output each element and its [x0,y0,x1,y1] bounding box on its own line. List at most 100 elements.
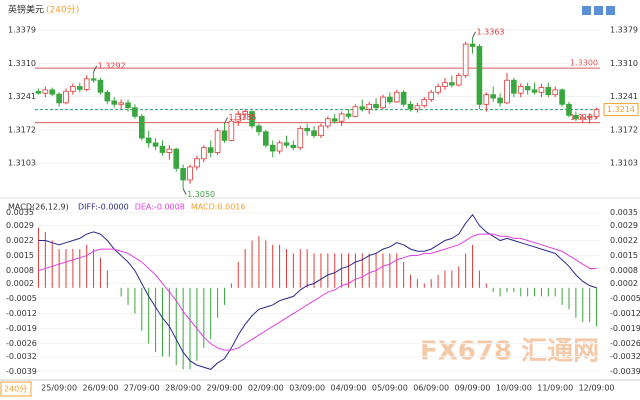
candle-body [428,91,435,100]
y-tick-label: 1.3172 [610,125,638,134]
candle-body [338,113,345,122]
candle-body [331,118,338,122]
candle-body [545,87,552,96]
price-line-label: 1.3300 [570,59,598,68]
candle-body [504,79,510,104]
candle-body [125,102,131,109]
candle-body [138,115,145,139]
y-tick-label: 0.0029 [6,221,34,230]
candle-body [421,99,428,107]
x-tick-label: 12/09:00 [579,384,615,393]
legend-entry: DIFF:-0.0000 [78,203,129,212]
candle-body [256,125,262,133]
price-box-label: 1.3214 [607,105,635,114]
candle-body [63,90,69,104]
candle-body [145,137,152,144]
y-tick-label: -0.0032 [610,352,640,361]
period-button-label[interactable]: 240分 [4,385,27,394]
candle-body [104,91,111,102]
candle-body [76,86,83,90]
candle-body [263,131,269,146]
candle-body [476,46,483,105]
chart-title: 英镑美元 [8,4,44,16]
candle-body [407,103,414,110]
candle-body [228,120,235,141]
annotation-leader [472,31,476,39]
candle-body [166,148,173,153]
y-tick-label: 0.0035 [6,208,34,217]
x-tick-label: 27/09:00 [124,384,160,393]
candle-body [132,107,138,117]
y-tick-label: -0.0039 [610,367,640,376]
candle-body [380,96,386,109]
candle-body [269,144,276,152]
x-tick-label: 29/09:00 [207,384,243,393]
candle-body [566,103,572,116]
toolbar-icons [582,6,615,15]
icon[interactable] [606,6,615,15]
candle-body [35,90,42,94]
candle-body [469,43,476,47]
candle-body [455,75,462,86]
y-tick-label: 1.3103 [610,159,638,168]
candle-body [345,113,352,117]
candle-body [283,142,290,146]
y-tick-label: 0.0002 [610,279,638,288]
y-tick-label: 0.0015 [6,251,34,260]
x-tick-label: 05/09:00 [372,384,408,393]
y-tick-label: 1.3379 [8,26,36,35]
annotation-leader [224,117,228,124]
candle-body [511,79,517,94]
candle-body [373,103,379,109]
candle-body [400,91,407,105]
x-tick-label: 06/09:00 [413,384,449,393]
y-tick-label: 1.3172 [8,125,36,134]
icon[interactable] [594,6,603,15]
y-tick-label: 0.0015 [610,251,638,260]
candle-body [180,167,186,181]
chart-subtitle: (240分) [46,5,79,16]
candle-body [311,130,317,137]
x-tick-label: 09/09:00 [455,384,491,393]
candle-body [173,148,180,169]
candle-body [366,103,372,110]
y-tick-label: 0.0008 [610,266,638,275]
candle-body [297,128,304,149]
price-box [603,103,639,117]
period-button[interactable] [0,381,32,397]
x-tick-label: 28/09:00 [165,384,201,393]
y-tick-label: -0.0039 [6,367,37,376]
legend-entry: DEA:-0.0008 [135,203,185,212]
y-tick-label: -0.0005 [610,294,640,303]
candle-body [449,82,455,86]
y-tick-label: 1.3103 [8,159,36,168]
candle-body [387,96,393,103]
candle-body [462,43,469,76]
candle-body [42,89,49,94]
candle-body [152,142,159,147]
candle-body [56,93,62,104]
candle-body [235,113,242,122]
y-tick-label: 1.3310 [8,59,36,68]
candle-body [276,142,283,152]
annotation-label: 1.3292 [98,62,126,71]
icon[interactable] [582,6,591,15]
candle-body [207,147,214,153]
candle-body [552,89,559,96]
y-tick-label: 1.3310 [610,59,638,68]
candle-body [559,89,565,105]
candle-body [414,105,421,110]
macd-title: MACD(26,12,9) [8,203,69,212]
x-tick-label: 02/09:00 [248,384,284,393]
y-tick-label: -0.0026 [6,339,37,348]
y-tick-label: 0.0022 [6,236,34,245]
x-tick-label: 04/09:00 [331,384,367,393]
y-tick-label: 0.0008 [6,266,34,275]
candle-body [304,128,310,132]
y-tick-label: 0.0002 [6,279,34,288]
candle-body [70,86,76,92]
candle-body [435,86,441,93]
y-tick-label: 0.0029 [610,221,638,230]
